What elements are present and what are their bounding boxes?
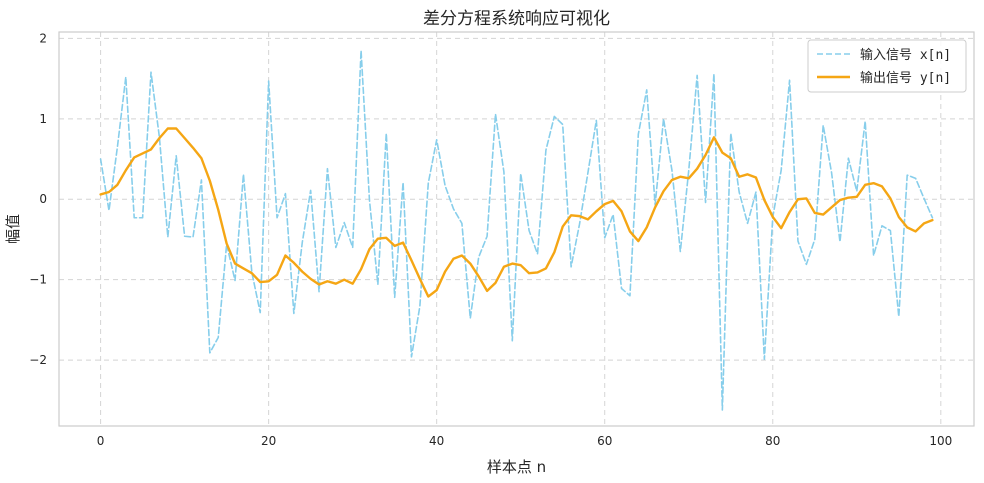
y-tick-label: −2 xyxy=(29,353,47,367)
series-layer xyxy=(99,49,934,411)
legend-label-input-signal: 输入信号 x[n] xyxy=(860,47,951,63)
legend: 输入信号 x[n] 输出信号 y[n] xyxy=(807,39,967,93)
legend-box xyxy=(807,39,967,93)
legend-label-output-signal: 输出信号 y[n] xyxy=(860,70,951,86)
x-tick-label: 40 xyxy=(429,434,444,448)
y-tick-label: 0 xyxy=(39,192,47,206)
plot-frame xyxy=(58,31,975,427)
y-axis-title: 幅值 xyxy=(4,214,22,244)
y-tick-label: 1 xyxy=(39,112,47,126)
x-tick-label: 60 xyxy=(597,434,612,448)
x-tick-label: 80 xyxy=(765,434,780,448)
y-tick-label: 2 xyxy=(39,31,47,45)
tick-labels: 0 20 40 60 80 100 −2 −1 0 1 2 xyxy=(29,31,952,448)
x-tick-label: 100 xyxy=(929,434,952,448)
x-tick-label: 20 xyxy=(261,434,276,448)
chart-title: 差分方程系统响应可视化 xyxy=(423,9,610,29)
y-tick-label: −1 xyxy=(29,273,47,287)
x-tick-label: 0 xyxy=(97,434,105,448)
series-line-input-signal xyxy=(99,49,934,411)
series-line-output-signal xyxy=(99,127,934,298)
x-axis-title: 样本点 n xyxy=(487,458,546,476)
